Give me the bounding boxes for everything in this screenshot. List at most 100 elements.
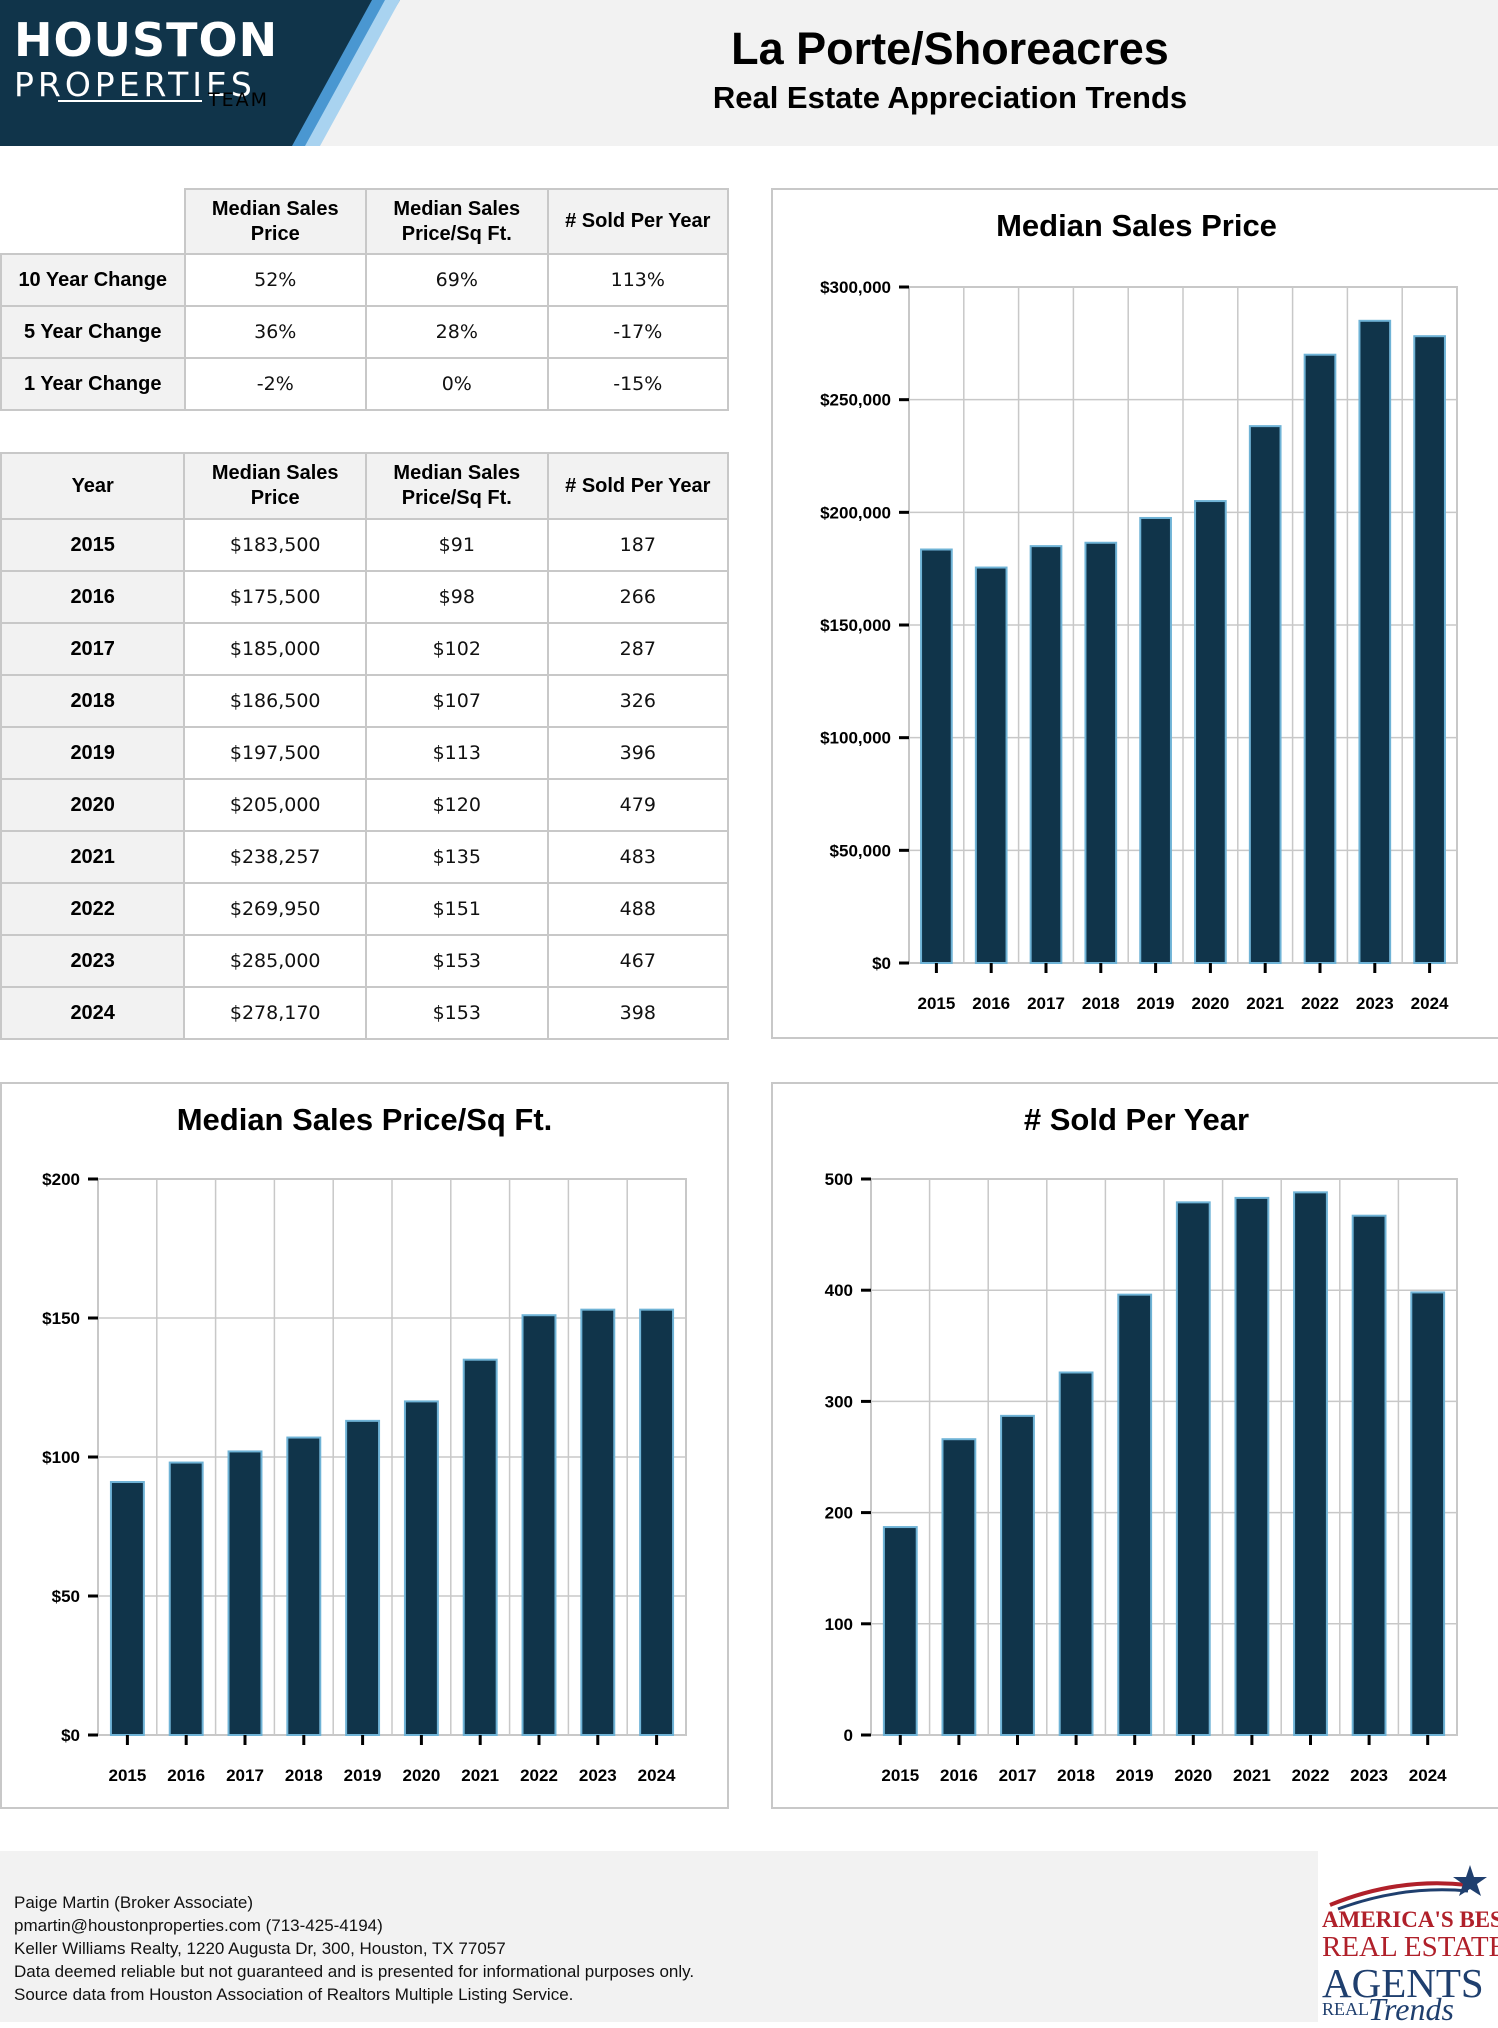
table-cell: $278,170 — [183, 986, 367, 1040]
row-label: 2017 — [0, 622, 186, 676]
bar-2015 — [109, 1481, 145, 1736]
bar-2019 — [1117, 1293, 1153, 1736]
y-tick-label: $200,000 — [820, 503, 891, 522]
row-label: 2018 — [0, 674, 186, 728]
bar-2018 — [1084, 541, 1118, 964]
logo-line-properties: PROPERTIES — [14, 65, 256, 104]
table-cell: 69% — [365, 253, 549, 307]
row-label: 2019 — [0, 726, 186, 780]
bar-2017 — [1029, 545, 1063, 964]
y-tick-label: $0 — [872, 954, 891, 973]
y-tick-label: 100 — [825, 1615, 853, 1634]
corner-cell — [1, 189, 185, 254]
bar-2019 — [345, 1419, 381, 1736]
bar-2017 — [227, 1450, 263, 1736]
y-tick-label: 0 — [844, 1726, 853, 1745]
x-tick-label: 2016 — [972, 994, 1010, 1013]
price-per-sqft-chart: $0 $50 $100 $150 $200 2015 2016 2017 2018 2019 202… — [42, 1170, 687, 1785]
bar-2015 — [882, 1526, 918, 1736]
bar-2015 — [920, 548, 953, 964]
table-cell: 396 — [546, 726, 730, 780]
column-header: Median Sales Price/Sq Ft. — [365, 452, 549, 520]
yearly-data-table: Year Median Sales Price Median Sales Pri… — [0, 452, 730, 1040]
x-tick-label: 2023 — [1356, 994, 1394, 1013]
table-row: 2019 $197,500 $113 396 — [0, 726, 730, 780]
x-tick-label: 2024 — [1409, 1766, 1447, 1785]
x-tick-label: 2022 — [520, 1766, 558, 1785]
column-header: Year — [0, 452, 186, 520]
y-tick-label: 300 — [825, 1392, 853, 1411]
table-cell: $183,500 — [183, 518, 367, 572]
table-cell: $205,000 — [183, 778, 367, 832]
change-summary-table: Median Sales Price Median Sales Price/Sq… — [0, 188, 730, 411]
y-tick-label: $200 — [42, 1170, 80, 1189]
x-tick-label: 2017 — [226, 1766, 264, 1785]
table-row: 1 Year Change -2% 0% -15% — [0, 357, 730, 411]
logo-line-houston: HOUSTON — [14, 13, 279, 67]
table-row: 2018 $186,500 $107 326 — [0, 674, 730, 728]
table-cell: $120 — [365, 778, 549, 832]
page-header: HOUSTON PROPERTIES TEAM La Porte/Shoreac… — [0, 0, 1498, 146]
x-tick-label: 2021 — [461, 1766, 499, 1785]
page-title: La Porte/Shoreacres — [731, 23, 1169, 74]
column-header: Median Sales Price — [183, 452, 367, 520]
x-tick-label: 2017 — [999, 1766, 1037, 1785]
x-tick-label: 2021 — [1246, 994, 1284, 1013]
bar-2019 — [1139, 516, 1172, 964]
row-label: 5 Year Change — [0, 305, 186, 359]
bar-2020 — [1175, 1201, 1211, 1737]
logo-line-team: TEAM — [208, 89, 270, 111]
table-cell: 488 — [546, 882, 730, 936]
table-row: 2023 $285,000 $153 467 — [0, 934, 730, 988]
x-tick-label: 2018 — [285, 1766, 323, 1785]
badge-line: AMERICA'S BEST — [1322, 1907, 1498, 1932]
table-cell: $153 — [365, 934, 549, 988]
table-row: 10 Year Change 52% 69% 113% — [0, 253, 730, 307]
x-tick-label: 2022 — [1292, 1766, 1330, 1785]
y-tick-label: $100,000 — [820, 729, 891, 748]
bar-2017 — [1000, 1414, 1035, 1736]
x-tick-label: 2024 — [1411, 994, 1449, 1013]
sold-per-year-chart-panel: # Sold Per Year 0 100 200 300 400 500 2015 2016… — [771, 1082, 1498, 1809]
bar-2021 — [1248, 425, 1282, 964]
logo-background — [0, 0, 400, 146]
sold-per-year-chart: 0 100 200 300 400 500 2015 2016 2017 2018 2019 2020… — [825, 1170, 1458, 1785]
bar-2020 — [1194, 500, 1227, 964]
table-cell: -15% — [546, 357, 730, 411]
table-cell: 28% — [365, 305, 549, 359]
row-label: 2024 — [0, 986, 186, 1040]
star-swoosh-icon — [1329, 1865, 1487, 1911]
bar-2021 — [462, 1358, 498, 1736]
x-tick-label: 2023 — [1350, 1766, 1388, 1785]
bar-2023 — [580, 1308, 616, 1736]
row-label: 2020 — [0, 778, 186, 832]
y-tick-label: $150 — [42, 1309, 80, 1328]
table-cell: -2% — [183, 357, 367, 411]
houston-properties-logo[interactable]: HOUSTON PROPERTIES TEAM — [0, 0, 400, 146]
median-price-chart: $0 $50,000 $100,000 $150,000 $200,000 $250,00… — [820, 278, 1458, 1013]
page-footer: Paige Martin (Broker Associate) pmartin@… — [0, 1851, 1498, 2027]
x-tick-label: 2021 — [1233, 1766, 1271, 1785]
table-cell: $98 — [365, 570, 549, 624]
bar-2024 — [1410, 1291, 1446, 1736]
x-tick-label: 2016 — [940, 1766, 978, 1785]
x-tick-label: 2016 — [167, 1766, 205, 1785]
x-tick-label: 2023 — [579, 1766, 617, 1785]
bar-2024 — [639, 1308, 675, 1736]
y-tick-label: 200 — [825, 1504, 853, 1523]
row-label: 1 Year Change — [0, 357, 186, 411]
price-per-sqft-chart-panel: Median Sales Price/Sq Ft. $0 $50 $100 $150 $… — [0, 1082, 729, 1809]
bar-2018 — [1058, 1371, 1094, 1736]
table-row: 2015 $183,500 $91 187 — [0, 518, 730, 572]
table-cell: $135 — [365, 830, 549, 884]
table-cell: 326 — [546, 674, 730, 728]
agent-email-phone[interactable]: pmartin@houstonproperties.com (713-425-4… — [14, 1916, 383, 1935]
table-row: 5 Year Change 36% 28% -17% — [0, 305, 730, 359]
table-cell: $285,000 — [183, 934, 367, 988]
y-tick-label: $50,000 — [830, 841, 891, 860]
table-row: 2022 $269,950 $151 488 — [0, 882, 730, 936]
y-tick-label: $250,000 — [820, 391, 891, 410]
table-cell: $197,500 — [183, 726, 367, 780]
table-cell: 483 — [546, 830, 730, 884]
bar-2023 — [1358, 319, 1392, 965]
